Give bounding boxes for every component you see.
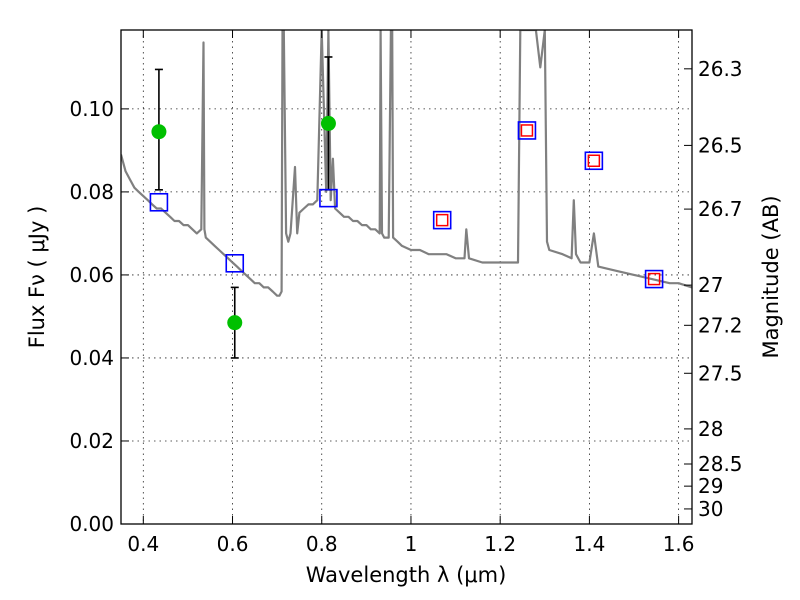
- plot-area: [121, 30, 692, 359]
- y-tick-label: 0.08: [69, 180, 114, 204]
- observed-flux-point: [227, 315, 243, 331]
- model-bandpass-marker: [584, 151, 604, 171]
- model-bandpass-marker: [517, 121, 537, 140]
- x-tick-label: 0.6: [217, 532, 249, 556]
- grid: [121, 30, 692, 525]
- model-spectrum-line: [121, 30, 692, 297]
- magnitude-tick-label: 27: [698, 273, 723, 297]
- model-bandpass-marker-red: [587, 154, 601, 168]
- x-axis: 0.4 0.6 0.8 1 1.2 1.4 1.6: [127, 30, 695, 556]
- magnitude-tick-label: 30: [698, 497, 723, 521]
- magnitude-tick-label: 29: [698, 474, 723, 498]
- x-axis-label: Wavelength λ (μm): [306, 563, 507, 587]
- model-bandpass-marker: [432, 210, 452, 230]
- magnitude-tick-label: 26.3: [698, 57, 743, 81]
- model-bandpass-marker: [225, 254, 245, 273]
- x-tick-label: 0.8: [306, 532, 338, 556]
- x-tick-label: 0.4: [127, 532, 159, 556]
- y-axis-label: Flux Fν ( μJy ): [25, 206, 49, 349]
- x-tick-label: 1.4: [573, 532, 605, 556]
- y-tick-label: 0.00: [69, 512, 114, 536]
- magnitude-tick-label: 28: [698, 417, 723, 441]
- plot-frame: [120, 29, 693, 525]
- x-tick-label: 1.2: [484, 532, 516, 556]
- magnitude-tick-label: 27.5: [698, 361, 743, 385]
- y-axis: 0.00 0.02 0.04 0.06 0.08 0.10: [69, 97, 129, 536]
- y-tick-label: 0.02: [69, 429, 114, 453]
- observed-flux-point: [151, 124, 167, 140]
- y-tick-label: 0.06: [69, 263, 114, 287]
- y-tick-label: 0.10: [69, 97, 114, 121]
- model-bandpass-marker-red: [435, 213, 449, 227]
- model-bandpass-marker: [149, 192, 169, 212]
- magnitude-axis-label: Magnitude (AB): [759, 195, 783, 358]
- y-tick-label: 0.04: [69, 346, 114, 370]
- model-bandpass-marker: [644, 269, 664, 289]
- x-tick-label: 1.6: [663, 532, 695, 556]
- model-bandpass-marker-red: [647, 272, 661, 286]
- magnitude-tick-label: 27.2: [698, 313, 743, 337]
- magnitude-tick-label: 28.5: [698, 452, 743, 476]
- magnitude-tick-label: 26.5: [698, 133, 743, 157]
- magnitude-tick-label: 26.7: [698, 197, 743, 221]
- observed-flux-point: [320, 115, 336, 131]
- model-bandpass-marker: [319, 188, 338, 208]
- x-tick-label: 1: [405, 532, 418, 556]
- model-bandpass-marker-red: [520, 124, 534, 137]
